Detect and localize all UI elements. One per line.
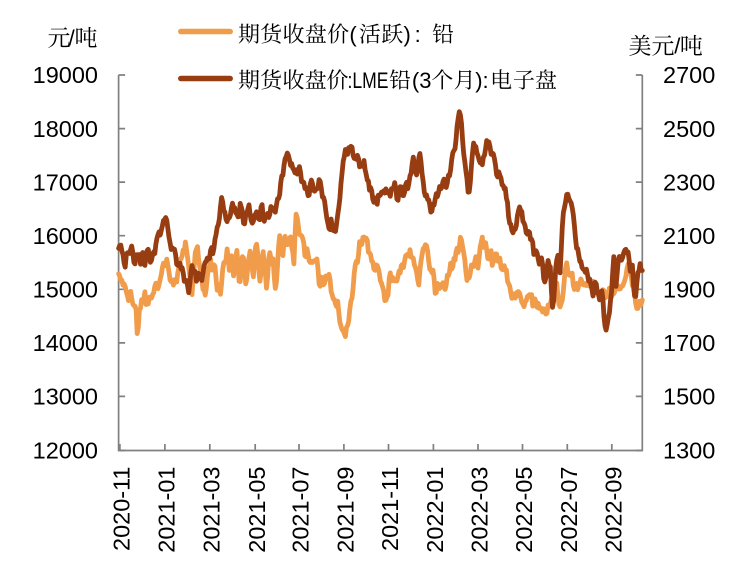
svg-text:1300: 1300	[663, 438, 715, 464]
svg-text:2021-11: 2021-11	[377, 467, 403, 552]
svg-text:17000: 17000	[33, 169, 98, 195]
svg-text:2500: 2500	[663, 116, 715, 142]
svg-text:18000: 18000	[33, 116, 98, 142]
svg-text:2021-01: 2021-01	[154, 467, 180, 553]
svg-text:12000: 12000	[33, 438, 98, 464]
svg-text::LME: :LME	[348, 68, 389, 93]
svg-text:2700: 2700	[663, 62, 715, 88]
svg-text:/: /	[69, 26, 76, 51]
svg-text:2021-09: 2021-09	[333, 467, 359, 553]
svg-text:2022-09: 2022-09	[601, 467, 627, 553]
svg-text:(3: (3	[412, 68, 432, 93]
svg-text:2022-03: 2022-03	[467, 467, 493, 553]
svg-text:(: (	[349, 22, 357, 47]
svg-text:2100: 2100	[663, 223, 715, 249]
svg-text:):: ):	[475, 68, 488, 93]
svg-text:/: /	[674, 34, 681, 59]
svg-text:1500: 1500	[663, 384, 715, 410]
svg-text:2300: 2300	[663, 169, 715, 195]
svg-text:): )	[404, 22, 411, 47]
svg-text:16000: 16000	[33, 223, 98, 249]
svg-text:2021-05: 2021-05	[244, 467, 270, 553]
svg-text:2022-01: 2022-01	[422, 467, 448, 553]
svg-text:1900: 1900	[663, 277, 715, 303]
svg-text:2021-07: 2021-07	[288, 467, 314, 553]
svg-text:2022-07: 2022-07	[556, 467, 582, 553]
svg-text::: :	[415, 22, 421, 47]
svg-text:2020-11: 2020-11	[109, 467, 135, 552]
svg-text:1700: 1700	[663, 330, 715, 356]
svg-text:14000: 14000	[33, 330, 98, 356]
svg-text:2022-05: 2022-05	[511, 467, 537, 553]
svg-text:19000: 19000	[33, 62, 98, 88]
svg-text:2021-03: 2021-03	[199, 467, 225, 553]
svg-text:13000: 13000	[33, 384, 98, 410]
svg-text:15000: 15000	[33, 277, 98, 303]
